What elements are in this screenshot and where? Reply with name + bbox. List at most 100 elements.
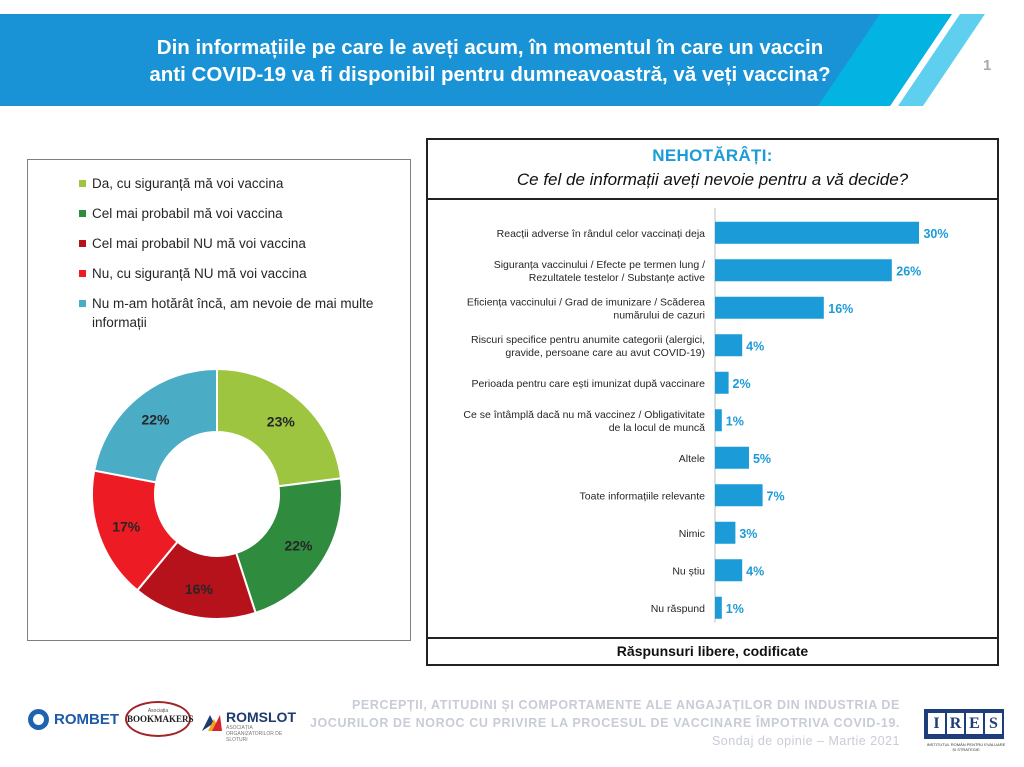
donut-data-label: 22% <box>284 538 313 554</box>
slide-number: 1 <box>983 57 992 74</box>
donut-data-label: 23% <box>267 414 296 430</box>
legend-swatch <box>79 180 86 187</box>
legend-swatch <box>79 240 86 247</box>
bookmakers-logo: Asociația BOOKMAKERS <box>125 701 194 737</box>
bar-category-label: gravide, persoane care au avut COVID-19) <box>505 347 705 359</box>
bar-data-label: 16% <box>828 302 853 316</box>
legend-swatch <box>79 210 86 217</box>
legend-label: Da, cu siguranță mă voi vaccina <box>92 176 284 191</box>
donut-data-label: 16% <box>185 581 214 597</box>
bar-category-label: Perioada pentru care ești imunizat după … <box>472 378 706 390</box>
bar-data-label: 4% <box>746 564 764 578</box>
donut-chart: 23% 22% 16% 17% 22% <box>91 367 343 620</box>
bar-value-box <box>723 411 746 430</box>
bar-category-label: numărului de cazuri <box>613 309 705 321</box>
bar-chart-header: NEHOTĂRÂȚI: Ce fel de informații aveți n… <box>428 140 997 200</box>
legend-label: Cel mai probabil NU mă voi vaccina <box>92 236 306 251</box>
bar <box>715 484 763 507</box>
donut-data-label: 17% <box>112 519 141 535</box>
bar-data-label: 30% <box>923 227 948 241</box>
bar-category-label: Nu răspund <box>651 603 705 615</box>
footer-line-1: PERCEPȚII, ATITUDINI ȘI COMPORTAMENTE AL… <box>351 698 900 712</box>
bar-data-label: 26% <box>896 264 921 278</box>
donut-slice <box>93 367 218 484</box>
bar-value-box <box>764 486 787 505</box>
bar-data-label: 4% <box>746 339 764 353</box>
ires-letter: I <box>928 713 945 734</box>
bar-category-label: Rezultatele testelor / Substanțe active <box>529 272 705 284</box>
legend-label: Cel mai probabil mă voi vaccina <box>92 206 283 221</box>
legend-item: Da, cu siguranță mă voi vaccina <box>79 174 409 193</box>
bar-chart-footer: Răspunsuri libere, codificate <box>428 637 997 664</box>
rombet-logo-text: ROMBET <box>54 711 119 728</box>
bar-category-label: de la locul de muncă <box>609 422 705 434</box>
bar-value-box <box>744 336 767 355</box>
bar-chart: Reacții adverse în rândul celor vaccinaț… <box>463 208 951 623</box>
bar-value-box <box>893 261 924 280</box>
bar-value-box <box>730 373 753 392</box>
bar-category-label: Eficiența vaccinului / Grad de imunizare… <box>467 296 705 308</box>
bar-category-label: Nu știu <box>672 565 705 577</box>
footer-line-2: JOCURILOR DE NOROC CU PRIVIRE LA PROCESU… <box>309 716 900 730</box>
legend-item: Cel mai probabil mă voi vaccina <box>79 204 409 223</box>
donut-slice <box>216 367 343 488</box>
title-line-1: Din informațiile pe care le aveți acum, … <box>156 36 824 59</box>
bar-category-label: Altele <box>679 453 705 465</box>
bar-chart-panel: NEHOTĂRÂȚI: Ce fel de informații aveți n… <box>426 138 999 666</box>
bar-value-box <box>737 523 760 542</box>
bookmakers-logo-top: Asociația <box>147 708 169 714</box>
bar <box>715 521 736 544</box>
legend-swatch <box>79 270 86 277</box>
bar-category-label: Toate informațiile relevante <box>580 490 706 502</box>
ires-letter: S <box>985 713 1002 734</box>
bar-data-label: 7% <box>767 489 785 503</box>
page-title: Din informațiile pe care le aveți acum, … <box>70 34 910 88</box>
bar-chart-subtitle: Ce fel de informații aveți nevoie pentru… <box>516 170 909 189</box>
footer-line-3: Sondaj de opinie – Martie 2021 <box>711 734 900 748</box>
legend-label: Nu, cu siguranță NU mă voi vaccina <box>92 266 307 281</box>
bar-data-label: 5% <box>753 452 771 466</box>
bar-value-box <box>751 448 773 467</box>
bar-value-box <box>723 598 746 617</box>
legend-item: Nu, cu siguranță NU mă voi vaccina <box>79 264 409 283</box>
ires-caption: INSTITUTUL ROMÂN PENTRU EVALUARE ȘI STRA… <box>926 742 1006 752</box>
bar <box>715 259 892 282</box>
bar-data-label: 1% <box>726 414 744 428</box>
header-banner <box>0 14 985 106</box>
bar-category-label: Ce se întâmplă dacă nu mă vaccinez / Obl… <box>463 409 705 421</box>
bar-category-label: Siguranța vaccinului / Efecte pe termen … <box>494 259 705 271</box>
bar-chart-title: NEHOTĂRÂȚI: <box>652 146 773 165</box>
bar-category-label: Reacții adverse în rândul celor vaccinaț… <box>497 228 706 240</box>
legend-label: Nu m-am hotărât încă, am nevoie de mai m… <box>92 296 374 330</box>
donut-chart-panel: Da, cu siguranță mă voi vaccina Cel mai … <box>27 159 411 641</box>
bar-data-label: 3% <box>739 527 757 541</box>
bar <box>715 596 722 619</box>
legend-item: Cel mai probabil NU mă voi vaccina <box>79 234 409 253</box>
legend-swatch <box>79 300 86 307</box>
ires-letter: R <box>947 713 964 734</box>
donut-slice <box>234 477 343 615</box>
bar <box>715 371 729 394</box>
bar-category-label: Nimic <box>679 528 705 540</box>
bar-value-box <box>921 223 951 242</box>
bar-value-box <box>825 298 856 317</box>
bar <box>715 334 743 357</box>
donut-legend: Da, cu siguranță mă voi vaccina Cel mai … <box>79 174 409 343</box>
bar <box>715 221 919 244</box>
bar <box>715 296 824 319</box>
bar-category-label: Riscuri specifice pentru anumite categor… <box>471 334 705 346</box>
rombet-mark-icon <box>28 709 49 730</box>
bar <box>715 409 722 432</box>
donut-data-label: 22% <box>141 412 170 428</box>
romslot-logo-text: ROMSLOT <box>226 709 296 725</box>
bar-value-box <box>744 561 767 580</box>
bookmakers-logo-text: BOOKMAKERS <box>127 714 194 724</box>
legend-item: Nu m-am hotărât încă, am nevoie de mai m… <box>79 294 409 332</box>
title-line-2: anti COVID-19 va fi disponibil pentru du… <box>149 63 831 86</box>
bar-data-label: 2% <box>733 377 751 391</box>
bar <box>715 446 749 469</box>
romslot-mark-icon <box>202 715 222 731</box>
romslot-logo-subtitle: ASOCIAȚIA ORGANIZATORILOR DE SLOTURI <box>226 725 283 743</box>
footer-caption: PERCEPȚII, ATITUDINI ȘI COMPORTAMENTE AL… <box>300 696 900 750</box>
